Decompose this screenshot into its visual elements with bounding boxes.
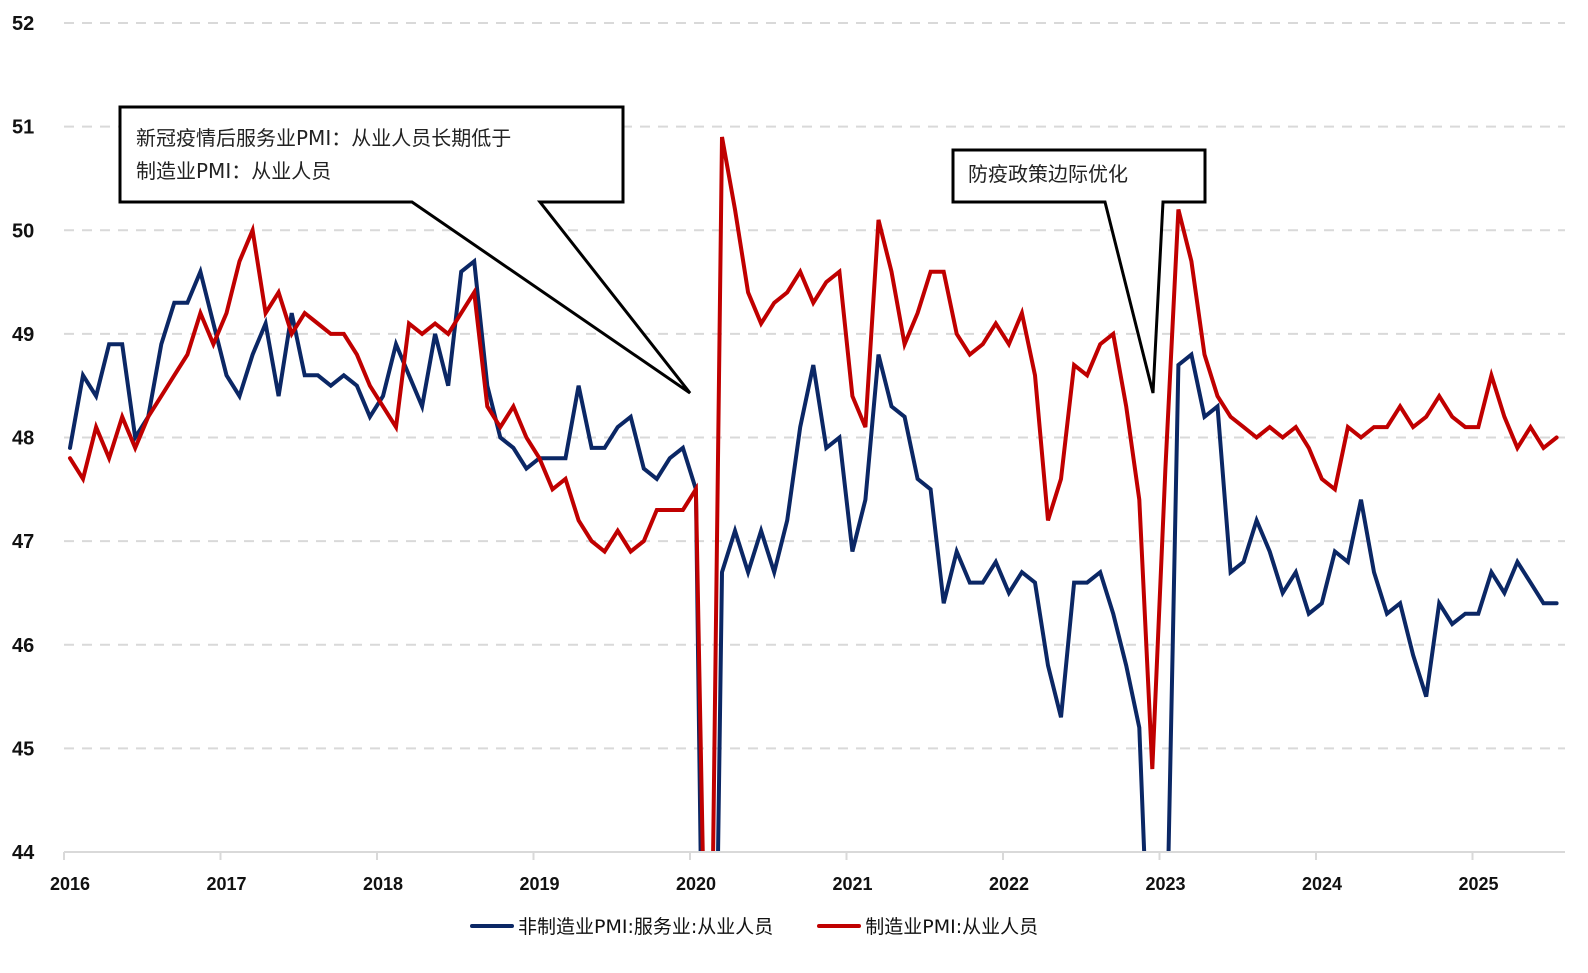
x-axis-ticks: 2016 2017 2018 2019 2020 2021 2022 2023 2024 2025 xyxy=(50,874,1499,894)
y-tick-label: 46 xyxy=(12,635,34,657)
y-tick-label: 48 xyxy=(12,428,34,450)
legend-label-manufacturing: 制造业PMI:从业人员 xyxy=(865,916,1039,938)
series-line-manufacturing xyxy=(68,136,1559,851)
y-tick-label: 50 xyxy=(12,220,34,242)
y-tick-label: 51 xyxy=(12,117,34,139)
y-tick-label: 47 xyxy=(12,531,34,553)
series-lines xyxy=(68,136,1559,851)
gridlines xyxy=(64,22,1565,750)
x-tick-label: 2018 xyxy=(363,874,403,894)
x-tick-label: 2019 xyxy=(519,874,559,894)
x-axis xyxy=(63,851,1565,860)
annotation-covid-callout-shape xyxy=(118,105,692,395)
legend-label-services: 非制造业PMI:服务业:从业人员 xyxy=(518,916,774,938)
x-tick-label: 2021 xyxy=(832,874,872,894)
annotation-policy-line-1: 防疫政策边际优化 xyxy=(968,162,1128,186)
x-tick-label: 2020 xyxy=(676,874,716,894)
annotation-covid: 新冠疫情后服务业PMI：从业人员长期低于 制造业PMI：从业人员 xyxy=(118,105,692,395)
y-tick-label: 44 xyxy=(12,842,35,864)
annotation-covid-line-2: 制造业PMI：从业人员 xyxy=(136,159,331,183)
annotation-covid-line-1: 新冠疫情后服务业PMI：从业人员长期低于 xyxy=(136,126,511,150)
x-tick-label: 2017 xyxy=(206,874,246,894)
x-tick-label: 2016 xyxy=(50,874,90,894)
legend-item-manufacturing: 制造业PMI:从业人员 xyxy=(817,912,1038,939)
y-tick-label: 45 xyxy=(12,738,34,760)
legend-swatch-manufacturing xyxy=(817,923,862,928)
legend-swatch-services xyxy=(470,923,514,928)
y-tick-label: 52 xyxy=(12,13,34,35)
y-tick-label: 49 xyxy=(12,324,34,346)
x-tick-label: 2023 xyxy=(1145,874,1185,894)
x-tick-label: 2024 xyxy=(1302,874,1342,894)
legend: 非制造业PMI:服务业:从业人员 制造业PMI:从业人员 xyxy=(470,912,1038,939)
x-tick-label: 2022 xyxy=(989,874,1029,894)
series-line-services xyxy=(68,257,1559,851)
x-tick-label: 2025 xyxy=(1458,874,1498,894)
annotation-policy: 防疫政策边际优化 xyxy=(951,148,1207,394)
annotation-policy-callout-shape xyxy=(951,148,1207,394)
y-axis-ticks: 44 45 46 47 48 49 50 51 52 xyxy=(12,13,35,864)
legend-item-services: 非制造业PMI:服务业:从业人员 xyxy=(470,912,773,939)
